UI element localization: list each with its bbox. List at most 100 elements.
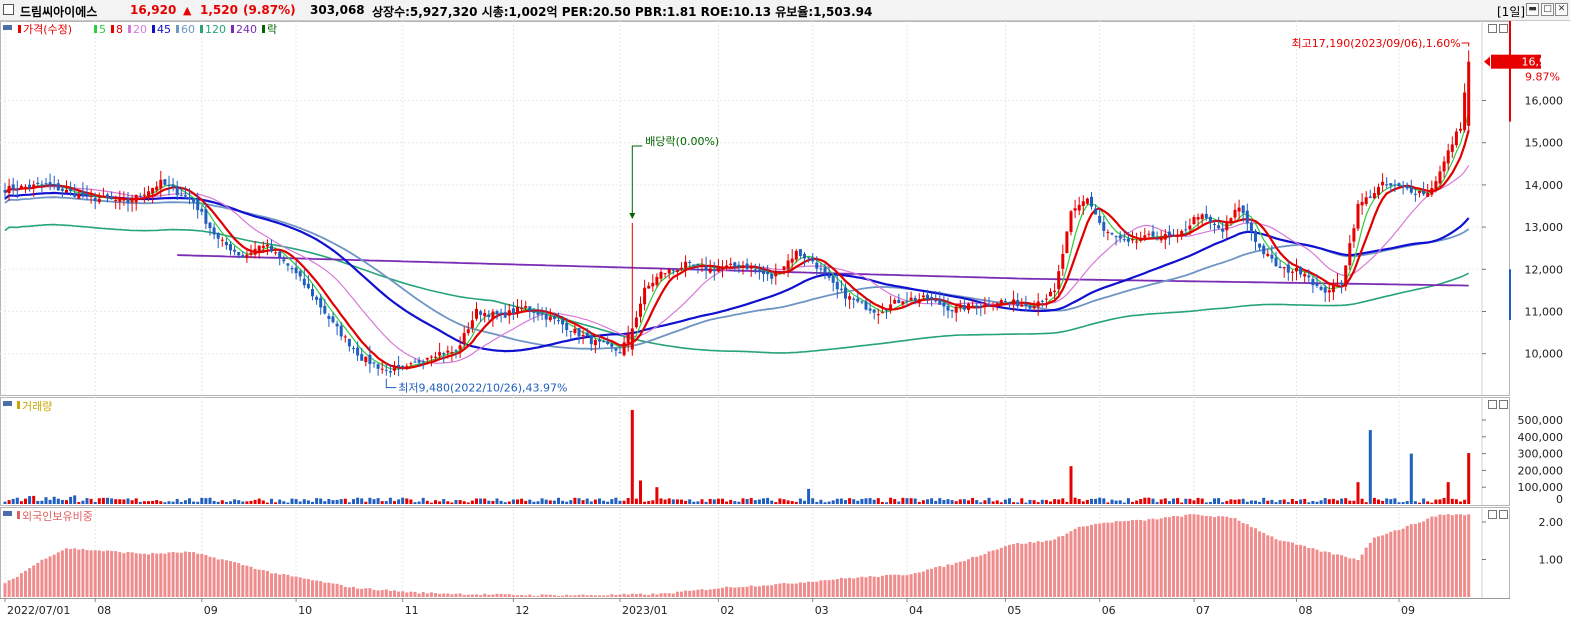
volume-bar [126, 498, 130, 504]
close-icon[interactable]: ✕ [1555, 3, 1568, 16]
volume-bar [1233, 499, 1237, 504]
candle-body [192, 198, 196, 203]
ma45-line [4, 191, 1470, 353]
foreign-ownership-bar [1249, 527, 1253, 597]
foreign-ownership-bar [1225, 516, 1229, 597]
foreign-ownership-bar [3, 583, 7, 597]
volume-bar [405, 498, 409, 504]
candle-body [1442, 161, 1446, 172]
volume-bar [368, 497, 372, 504]
foreign-ownership-bar [811, 581, 815, 597]
candle-body [1254, 230, 1257, 242]
candle-body [917, 299, 921, 303]
foreign-ownership-bar [696, 589, 700, 597]
volume-bar [466, 502, 470, 504]
period-label[interactable]: [1일] [1497, 5, 1526, 19]
volume-bar [876, 498, 880, 504]
volume-bar [1450, 498, 1454, 504]
foreign-ownership-bar [770, 585, 774, 597]
candle-body [323, 305, 327, 314]
foreign-ownership-bar [975, 556, 979, 597]
volume-bar [106, 497, 109, 504]
candle-body [811, 257, 815, 262]
foreign-ownership-bar [835, 579, 839, 597]
candle-body [979, 306, 983, 308]
volume-bar [1188, 498, 1192, 504]
candle-body [737, 264, 741, 268]
volume-bar [462, 501, 466, 504]
candle-body [331, 316, 335, 323]
foreign-ownership-bar [155, 553, 159, 597]
foreign-ownership-bar [1221, 516, 1225, 597]
foreign-ownership-bar [798, 582, 802, 597]
volume-bar [634, 498, 638, 504]
volume-bar [716, 498, 720, 504]
candle-body [155, 186, 159, 191]
candle-body [253, 248, 257, 255]
candle-body [364, 356, 368, 363]
foreign-ownership-bar [675, 591, 679, 597]
volume-bar [897, 501, 901, 504]
volume-bar [1159, 499, 1163, 504]
volume-bar [1307, 502, 1311, 504]
foreign-ownership-bar [1094, 523, 1098, 597]
candle-body [696, 263, 700, 265]
foreign-ownership-bar [278, 574, 282, 597]
x-tick-label: 08 [1299, 604, 1313, 617]
volume-bar [979, 502, 983, 504]
foreign-ownership-bar [1270, 536, 1274, 597]
foreign-ownership-bar [618, 594, 622, 597]
foreign-ownership-bar [1278, 540, 1282, 597]
volume-bar [212, 500, 216, 504]
foreign-ownership-bar [1090, 524, 1093, 597]
candle-body [19, 185, 23, 189]
moving-average-lines [4, 111, 1470, 371]
foreign-ownership-bar [1397, 530, 1401, 597]
volume-bar [569, 500, 573, 504]
volume-bar [421, 497, 425, 504]
volume-bar [1331, 498, 1335, 504]
candle-body [1467, 61, 1471, 126]
select-checkbox[interactable] [3, 4, 14, 15]
candle-body [1258, 243, 1262, 248]
foreign-ownership-bar [1040, 542, 1044, 597]
pane-close-icon [1499, 400, 1508, 409]
candle-body [1307, 275, 1311, 278]
candle-body [962, 305, 966, 310]
candle-body [901, 301, 905, 305]
foreign-ownership-bar [983, 553, 987, 597]
candle-body [220, 239, 224, 241]
volume-bar [1336, 500, 1339, 504]
candle-body [1172, 235, 1175, 237]
candle-body [1413, 193, 1417, 195]
candle-body [1098, 215, 1102, 223]
volume-bar [470, 500, 474, 504]
foreign-ownership-bar [1118, 521, 1122, 597]
foreign-ownership-bar [626, 594, 630, 597]
trade-volume: 303,068 [310, 3, 365, 17]
volume-bar [237, 500, 241, 504]
maximize-icon[interactable]: □ [1541, 3, 1554, 16]
volume-bar [24, 498, 27, 504]
foreign-ownership-bar [516, 595, 519, 597]
candle-body [101, 196, 105, 198]
foreign-ownership-bar [856, 577, 860, 597]
candle-body [130, 200, 134, 203]
volume-bar [1397, 502, 1401, 504]
foreign-ownership-bar [536, 595, 540, 597]
candle-body [77, 193, 81, 199]
volume-bar [745, 499, 749, 504]
volume-bar [680, 499, 683, 504]
candle-body [270, 245, 273, 252]
foreign-ownership-bar [1409, 524, 1413, 597]
minimize-icon[interactable]: ▬ [1526, 3, 1539, 16]
foreign-ownership-bar [323, 582, 327, 597]
foreign-ownership-bar [475, 594, 478, 597]
candle-body [1282, 267, 1286, 269]
volume-bar [1266, 500, 1270, 504]
foreign-ownership-bar [1295, 544, 1298, 597]
volume-bar [708, 498, 712, 504]
foreign-ownership-bar [712, 588, 716, 597]
candle-body [786, 260, 790, 269]
high-arrow [1461, 42, 1470, 47]
